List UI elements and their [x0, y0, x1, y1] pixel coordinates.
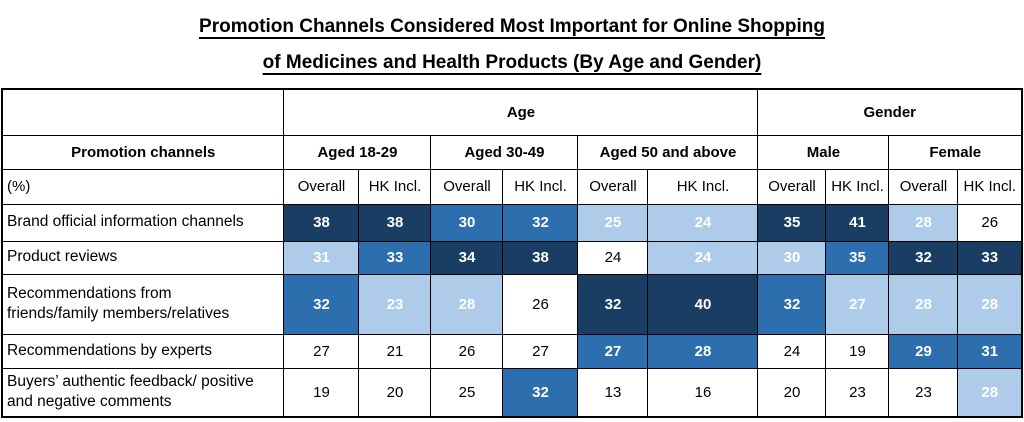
data-cell: 24: [647, 203, 759, 242]
metric-header: HK Incl.: [647, 168, 759, 205]
data-cell: 20: [358, 367, 432, 418]
col-group-age: Age: [283, 88, 759, 136]
data-cell: 19: [825, 333, 890, 369]
table-row: Brand official information channels 38 3…: [1, 203, 1023, 242]
data-cell: 28: [430, 273, 504, 335]
data-cell: 27: [283, 333, 360, 369]
data-cell: 27: [825, 273, 890, 335]
row-label: Brand official information channels: [1, 203, 285, 242]
data-cell: 32: [283, 273, 360, 335]
table-row: Recommendations by experts 27 21 26 27 2…: [1, 333, 1023, 369]
data-cell: 25: [430, 367, 504, 418]
metric-header: HK Incl.: [358, 168, 432, 205]
data-cell: 32: [577, 273, 649, 335]
data-cell: 35: [757, 203, 827, 242]
table-row: Recommendations from friends/family memb…: [1, 273, 1023, 335]
data-cell: 20: [757, 367, 827, 418]
data-cell: 28: [888, 203, 959, 242]
chart-title-line-2: of Medicines and Health Products (By Age…: [262, 52, 762, 73]
row-label-line: Buyers’ authentic feedback/ positive: [6, 373, 254, 391]
data-cell: 32: [502, 203, 579, 242]
metric-header: Overall: [577, 168, 649, 205]
data-cell: 38: [358, 203, 432, 242]
row-label-line: Brand official information channels: [6, 213, 244, 231]
data-cell: 41: [825, 203, 890, 242]
data-cell: 40: [647, 273, 759, 335]
row-label-line: Recommendations by experts: [6, 341, 213, 359]
data-cell: 28: [957, 273, 1023, 335]
data-cell: 28: [957, 367, 1023, 418]
data-cell: 26: [502, 273, 579, 335]
row-label: Buyers’ authentic feedback/ positive and…: [1, 367, 285, 418]
row-label-line: Product reviews: [6, 248, 118, 266]
metric-header: HK Incl.: [957, 168, 1023, 205]
metric-header: HK Incl.: [502, 168, 579, 205]
data-cell: 26: [430, 333, 504, 369]
age-band-30-49: Aged 30-49: [430, 134, 579, 170]
data-cell: 19: [283, 367, 360, 418]
data-cell: 27: [502, 333, 579, 369]
data-cell: 32: [502, 367, 579, 418]
data-cell: 38: [502, 240, 579, 275]
row-label-line: and negative comments: [6, 393, 172, 411]
data-cell: 33: [358, 240, 432, 275]
col-group-gender: Gender: [757, 88, 1023, 136]
metric-header: Overall: [757, 168, 827, 205]
data-cell: 35: [825, 240, 890, 275]
data-cell: 32: [888, 240, 959, 275]
row-label: Recommendations from friends/family memb…: [1, 273, 285, 335]
promotion-channels-table: Age Gender Promotion channels Aged 18-29…: [0, 88, 1023, 418]
data-cell: 26: [957, 203, 1023, 242]
data-cell: 23: [825, 367, 890, 418]
corner-title-cell: Promotion channels: [1, 134, 285, 170]
data-cell: 31: [283, 240, 360, 275]
age-band-18-29: Aged 18-29: [283, 134, 432, 170]
metric-header: Overall: [283, 168, 360, 205]
data-cell: 33: [957, 240, 1023, 275]
data-cell: 16: [647, 367, 759, 418]
data-cell: 24: [757, 333, 827, 369]
data-cell: 21: [358, 333, 432, 369]
data-cell: 32: [757, 273, 827, 335]
data-cell: 25: [577, 203, 649, 242]
row-label-line: friends/family members/relatives: [6, 305, 230, 322]
data-cell: 27: [577, 333, 649, 369]
data-cell: 34: [430, 240, 504, 275]
data-cell: 30: [757, 240, 827, 275]
data-cell: 30: [430, 203, 504, 242]
data-cell: 24: [577, 240, 649, 275]
chart-title: Promotion Channels Considered Most Impor…: [0, 0, 1024, 88]
chart-title-line-1: Promotion Channels Considered Most Impor…: [199, 16, 825, 37]
data-cell: 28: [888, 273, 959, 335]
data-cell: 29: [888, 333, 959, 369]
row-label: Product reviews: [1, 240, 285, 275]
data-cell: 28: [647, 333, 759, 369]
data-cell: 31: [957, 333, 1023, 369]
gender-male: Male: [757, 134, 890, 170]
unit-label: (%): [1, 168, 285, 205]
table-row: Product reviews 31 33 34 38 24 24 30 35 …: [1, 240, 1023, 275]
metric-header: Overall: [430, 168, 504, 205]
data-cell: 23: [358, 273, 432, 335]
gender-female: Female: [888, 134, 1023, 170]
age-band-50-above: Aged 50 and above: [577, 134, 759, 170]
data-cell: 24: [647, 240, 759, 275]
metric-header: Overall: [888, 168, 959, 205]
data-cell: 13: [577, 367, 649, 418]
corner-empty-cell: [1, 88, 285, 136]
table-row: Buyers’ authentic feedback/ positive and…: [1, 367, 1023, 418]
row-label: Recommendations by experts: [1, 333, 285, 369]
data-cell: 38: [283, 203, 360, 242]
data-cell: 23: [888, 367, 959, 418]
row-label-line: Recommendations from: [6, 284, 172, 302]
metric-header: HK Incl.: [825, 168, 890, 205]
